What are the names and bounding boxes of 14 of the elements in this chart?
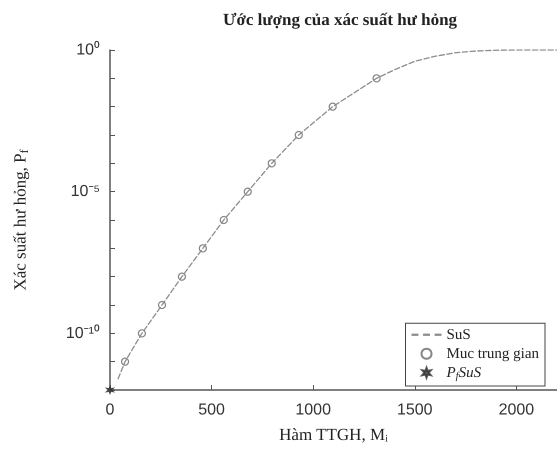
x-tick-label: 0	[106, 402, 115, 418]
x-axis-title: Hàm TTGH, Mᵢ	[279, 425, 388, 444]
chart-title: Ước lượng của xác suất hư hỏng	[222, 10, 458, 29]
legend-label: Muc trung gian	[446, 346, 540, 362]
x-tick-label: 2000	[498, 402, 534, 418]
x-tick-label: 500	[198, 402, 226, 418]
line-series	[117, 49, 557, 380]
y-axis-title: Xác suất hư hỏng, Pf	[10, 149, 31, 291]
y-tick-label: 10⁰	[76, 40, 100, 58]
x-tick-label: 1000	[295, 402, 332, 418]
y-tick-label: 10⁻⁵	[70, 183, 100, 200]
y-tick-label: 10⁻¹⁰	[66, 324, 100, 342]
legend-label: SuS	[446, 326, 471, 343]
x-tick-label: 1500	[396, 402, 433, 418]
